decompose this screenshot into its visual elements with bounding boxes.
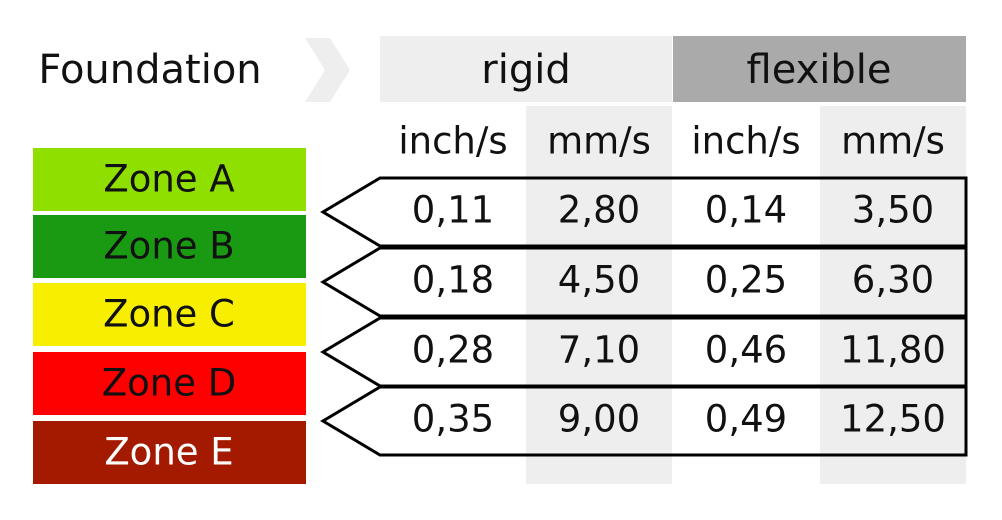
zone-label: Zone E [104, 431, 233, 474]
zone-box [33, 421, 306, 484]
cell-value: 0,25 [705, 259, 787, 302]
group-label: flexible [747, 47, 892, 93]
unit-label: mm/s [547, 120, 651, 163]
cell-value: 0,11 [412, 189, 494, 232]
cell-value: 0,18 [412, 259, 494, 302]
zone-label: Zone A [103, 158, 234, 201]
cell-value: 9,00 [558, 398, 640, 441]
zone-box [33, 352, 306, 415]
cell-value: 0,28 [412, 329, 494, 372]
chevron [305, 38, 350, 102]
cell-value: 2,80 [558, 189, 640, 232]
zone-box [33, 148, 306, 211]
group-label: rigid [481, 47, 570, 93]
row-outline [320, 385, 968, 457]
zone-box [33, 283, 306, 346]
unit-label: inch/s [398, 120, 507, 163]
cell-value: 0,35 [412, 398, 494, 441]
zone-label: Zone B [103, 225, 234, 268]
zone-label: Zone C [103, 293, 235, 336]
row-outline [320, 176, 968, 248]
flexible-header-bg [673, 36, 966, 102]
column-shade [820, 106, 966, 484]
unit-label: inch/s [691, 120, 800, 163]
row-outline [320, 246, 968, 318]
cell-value: 4,50 [558, 259, 640, 302]
cell-value: 3,50 [852, 189, 934, 232]
zone-label: Zone D [102, 362, 236, 405]
cell-value: 7,10 [558, 329, 640, 372]
cell-value: 0,46 [705, 329, 787, 372]
cell-value: 0,49 [705, 398, 787, 441]
zone-box [33, 215, 306, 278]
cell-value: 11,80 [840, 329, 946, 372]
cell-value: 0,14 [705, 189, 787, 232]
rigid-header-bg [380, 36, 672, 102]
unit-label: mm/s [841, 120, 945, 163]
column-shade [526, 106, 672, 484]
cell-value: 12,50 [840, 398, 946, 441]
foundation-label: Foundation [38, 47, 261, 93]
cell-value: 6,30 [852, 259, 934, 302]
